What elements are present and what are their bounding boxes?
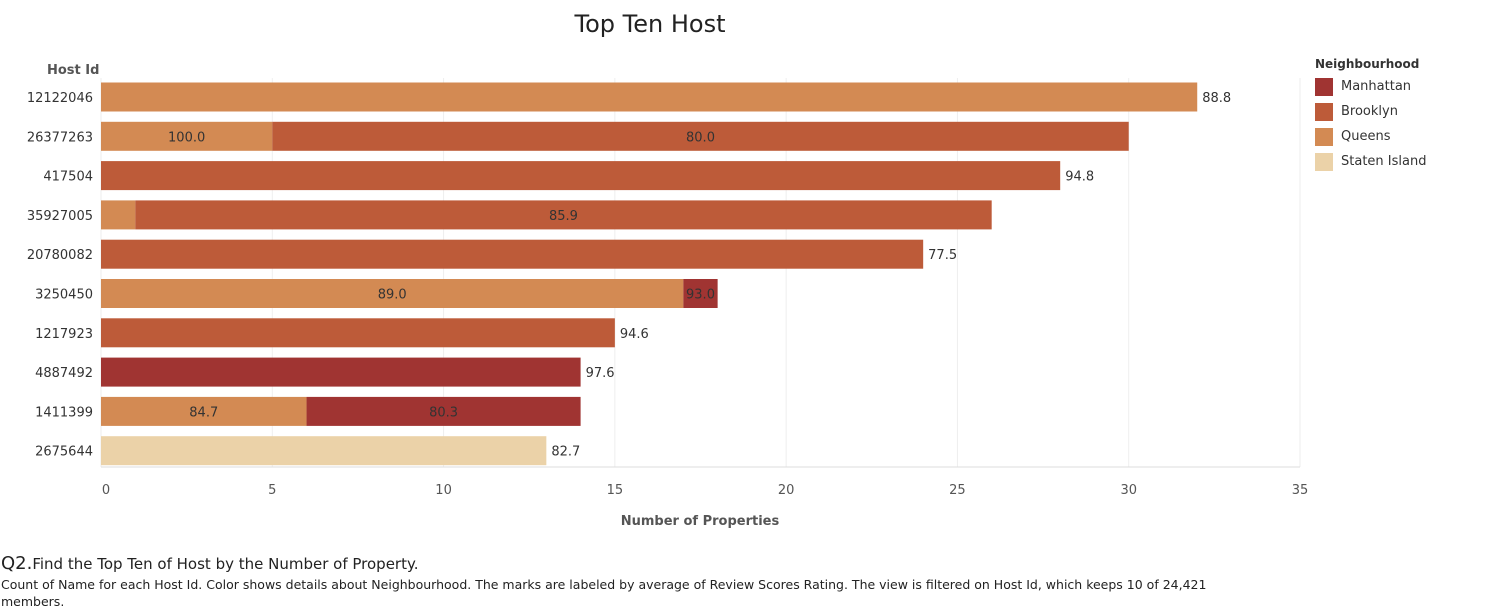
host-id-label: 4887492 <box>35 366 93 381</box>
bar-row: 1411399 84.7 80.3 <box>35 396 581 426</box>
host-id-label: 417504 <box>43 170 93 185</box>
x-tick-label: 0 <box>102 483 110 498</box>
data-label: 94.8 <box>1065 170 1094 185</box>
data-label: 84.7 <box>189 405 218 420</box>
bar-row: 12122046 88.8 <box>27 82 1231 112</box>
data-label: 80.3 <box>429 405 458 420</box>
data-label: 89.0 <box>378 288 407 303</box>
host-id-label: 1411399 <box>35 405 93 420</box>
bar-row: 4887492 97.6 <box>35 357 615 387</box>
data-label: 97.6 <box>586 366 615 381</box>
chart-rows: 12122046 88.8 26377263 100.0 80.0 417504 94.8 3… <box>27 82 1231 466</box>
host-id-label: 2675644 <box>35 445 93 460</box>
data-label: 88.8 <box>1202 91 1231 106</box>
legend-swatch <box>1315 77 1333 96</box>
bar-row: 26377263 100.0 80.0 <box>27 121 1129 151</box>
legend-label: Staten Island <box>1341 154 1427 169</box>
host-id-label: 3250450 <box>35 288 93 303</box>
bar-row: 417504 94.8 <box>43 161 1094 191</box>
chart-title: Top Ten Host <box>574 10 726 38</box>
bar-segment <box>135 200 992 230</box>
bar-segment <box>306 396 581 426</box>
host-id-label: 26377263 <box>27 130 93 145</box>
bar-segment <box>683 279 718 308</box>
legend-item: Manhattan <box>1315 74 1426 99</box>
data-label: 100.0 <box>168 130 205 145</box>
bar-chart: 12122046 88.8 26377263 100.0 80.0 417504 94.8 3… <box>27 63 1309 529</box>
legend-swatch <box>1315 127 1333 146</box>
legend-swatch <box>1315 102 1333 121</box>
legend-item: Queens <box>1315 124 1426 149</box>
x-tick-label: 15 <box>607 483 624 498</box>
bar-segment <box>101 279 684 308</box>
caption-description: Count of Name for each Host Id. Color sh… <box>1 577 1207 609</box>
legend-item: Brooklyn <box>1315 99 1426 124</box>
host-id-label: 20780082 <box>27 248 93 263</box>
bar-segment <box>272 121 1129 151</box>
data-label: 80.0 <box>686 130 715 145</box>
bar-segment <box>101 357 581 387</box>
host-id-label: 1217923 <box>35 327 93 342</box>
data-label: 93.0 <box>686 288 715 303</box>
x-tick-label: 5 <box>268 483 276 498</box>
bar-segment <box>101 318 615 348</box>
x-tick-label: 10 <box>435 483 452 498</box>
caption-title: Q2.Find the Top Ten of Host by the Numbe… <box>1 553 1261 574</box>
bar-row: 3250450 89.0 93.0 <box>35 279 718 308</box>
bar-row: 2675644 82.7 <box>35 436 580 466</box>
legend-item: Staten Island <box>1315 149 1426 174</box>
legend-label: Manhattan <box>1341 79 1412 94</box>
x-tick-label: 30 <box>1120 483 1137 498</box>
bar-segment <box>101 121 273 151</box>
x-axis: 0 5 10 15 20 25 30 35 <box>101 466 1309 498</box>
legend-swatch <box>1315 152 1333 171</box>
x-tick-label: 35 <box>1292 483 1309 498</box>
bar-segment <box>101 396 307 426</box>
caption: Q2.Find the Top Ten of Host by the Numbe… <box>1 553 1261 610</box>
x-axis-title: Number of Properties <box>621 514 780 529</box>
bar-row: 1217923 94.6 <box>35 318 649 348</box>
legend: Neighbourhood Manhattan Brooklyn Queens Sta… <box>1315 57 1426 174</box>
legend-items: Manhattan Brooklyn Queens Staten Island <box>1315 74 1426 174</box>
bar-segment <box>101 161 1061 191</box>
legend-label: Queens <box>1341 129 1391 144</box>
data-label: 85.9 <box>549 209 578 224</box>
x-tick-label: 20 <box>778 483 795 498</box>
bar-row: 35927005 85.9 <box>27 200 992 230</box>
data-label: 77.5 <box>928 248 957 263</box>
bar-segment <box>101 82 1198 112</box>
bar-segment <box>101 200 136 230</box>
legend-title: Neighbourhood <box>1315 57 1420 71</box>
bar-row: 20780082 77.5 <box>27 239 957 269</box>
bar-segment <box>101 436 547 466</box>
caption-prefix: Q2. <box>1 553 33 574</box>
x-tick-label: 25 <box>949 483 966 498</box>
data-label: 94.6 <box>620 327 649 342</box>
caption-title-text: Find the Top Ten of Host by the Number o… <box>32 555 419 573</box>
host-id-label: 35927005 <box>27 209 93 224</box>
bar-segment <box>101 239 924 269</box>
data-label: 82.7 <box>551 445 580 460</box>
y-axis-title: Host Id <box>47 63 99 78</box>
legend-label: Brooklyn <box>1341 104 1398 119</box>
host-id-label: 12122046 <box>27 91 93 106</box>
